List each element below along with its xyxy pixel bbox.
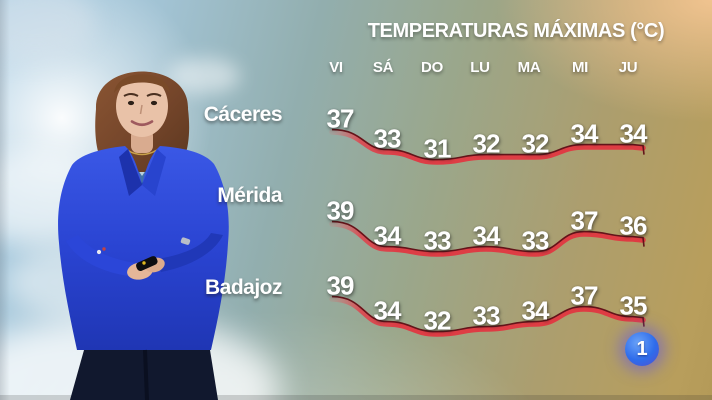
day-label: DO xyxy=(421,59,443,76)
day-label: SÁ xyxy=(372,59,394,76)
presenter-pants-seam xyxy=(143,349,149,400)
temp-value-badajoz-mi: 37 xyxy=(570,280,599,311)
presenter-lapel xyxy=(119,149,142,196)
weather-presenter xyxy=(58,71,229,400)
temp-value-caceres-vi: 37 xyxy=(326,103,355,134)
presenter-bracelet xyxy=(96,249,102,255)
day-label: VI xyxy=(329,59,343,76)
left-edge-shade xyxy=(0,0,10,400)
channel-logo-label: 1 xyxy=(636,337,648,360)
temp-value-badajoz-lu: 33 xyxy=(472,300,501,331)
presenter-brow xyxy=(123,93,139,97)
temp-value-caceres-lu: 32 xyxy=(472,128,501,159)
temp-value-merida-mi: 37 xyxy=(570,205,599,236)
temp-value-caceres-sá: 33 xyxy=(373,123,402,154)
temp-value-merida-vi: 39 xyxy=(326,195,355,226)
day-label: MI xyxy=(571,59,589,76)
presenter-eye xyxy=(127,100,135,106)
presenter-forearm xyxy=(157,233,223,272)
city-label-caceres: Cáceres xyxy=(203,103,283,126)
presenter-bracelet xyxy=(102,247,106,251)
temp-value-caceres-ju: 34 xyxy=(619,118,648,149)
presenter-fringe xyxy=(114,74,170,93)
presenter-blazer xyxy=(58,146,229,350)
presenter-nose xyxy=(139,104,143,115)
day-label: LU xyxy=(470,59,490,76)
temp-value-merida-ju: 36 xyxy=(619,210,648,241)
temp-value-badajoz-sá: 34 xyxy=(373,295,402,326)
presenter-brow xyxy=(146,93,162,97)
chart-title: TEMPERATURAS MÁXIMAS (°C) xyxy=(367,20,665,42)
day-label: JU xyxy=(618,59,638,76)
day-label: MA xyxy=(517,59,541,76)
presenter-eye xyxy=(150,100,158,106)
temp-value-merida-ma: 33 xyxy=(521,225,550,256)
temp-value-merida-lu: 34 xyxy=(472,220,501,251)
temp-value-badajoz-ju: 35 xyxy=(619,290,648,321)
temp-value-merida-do: 33 xyxy=(423,225,452,256)
presenter-forearm xyxy=(66,235,135,276)
temp-value-caceres-do: 31 xyxy=(423,133,452,164)
temp-value-badajoz-ma: 34 xyxy=(521,295,550,326)
city-label-merida: Mérida xyxy=(217,184,282,207)
presenter-mouth xyxy=(130,120,154,127)
channel-logo-la1: 1 xyxy=(625,332,659,366)
temp-value-caceres-mi: 34 xyxy=(570,118,599,149)
temp-value-badajoz-do: 32 xyxy=(423,305,452,336)
temp-value-merida-sá: 34 xyxy=(373,220,402,251)
bottom-edge-shade xyxy=(0,395,712,400)
temp-value-caceres-ma: 32 xyxy=(521,128,550,159)
presenter-remote-button xyxy=(142,261,146,265)
temp-value-badajoz-vi: 39 xyxy=(326,270,355,301)
presenter-lapel xyxy=(142,149,166,196)
city-label-badajoz: Badajoz xyxy=(204,276,283,299)
presenter-watch xyxy=(180,237,191,245)
presenter-remote xyxy=(136,256,158,272)
